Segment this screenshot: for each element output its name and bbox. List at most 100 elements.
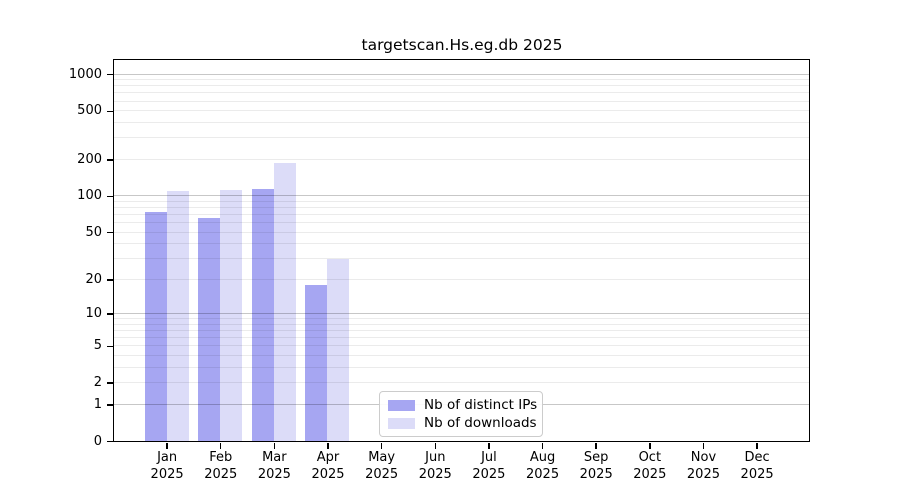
minor-gridline-9 [114, 318, 809, 320]
x-tick-label-dec: Dec 2025 [725, 450, 789, 483]
y-tick-1 [107, 404, 113, 406]
x-label-year: 2025 [311, 466, 345, 482]
x-label-month: Jun [425, 450, 446, 466]
x-tick-label-oct: Oct 2025 [618, 450, 682, 483]
y-tick-label-0: 0 [93, 433, 102, 449]
minor-gridline-6 [114, 337, 809, 339]
y-tick-label-50: 50 [85, 224, 102, 240]
bar-downloads-mar [273, 162, 296, 441]
x-tick-jan [166, 443, 168, 450]
minor-gridline-80 [114, 207, 809, 209]
y-tick-0 [107, 440, 113, 443]
minor-gridline-300 [114, 137, 809, 139]
x-tick-sep [595, 443, 597, 450]
x-label-month: Mar [262, 450, 287, 466]
x-label-year: 2025 [472, 466, 506, 482]
x-tick-label-jul: Jul 2025 [457, 450, 521, 483]
legend-label-distinct-ips: Nb of distinct IPs [424, 397, 538, 413]
minor-gridline-3 [114, 366, 809, 368]
x-tick-label-sep: Sep 2025 [564, 450, 628, 483]
legend-label-downloads: Nb of downloads [424, 415, 537, 431]
y-tick-100 [107, 195, 113, 198]
minor-gridline-60 [114, 222, 809, 224]
x-label-year: 2025 [257, 466, 291, 482]
y-tick-1000 [107, 73, 113, 76]
minor-gridline-20 [114, 278, 809, 280]
legend-swatch-distinct-ips [388, 399, 415, 411]
x-label-month: Jan [157, 450, 178, 466]
x-tick-oct [649, 443, 651, 450]
minor-gridline-600 [114, 100, 809, 102]
x-tick-mar [273, 443, 276, 450]
bar-downloads-feb [220, 190, 243, 441]
x-tick-label-apr: Apr 2025 [296, 450, 360, 483]
x-tick-may [380, 443, 383, 450]
y-tick-200 [107, 159, 113, 161]
minor-gridline-50 [114, 231, 809, 233]
x-tick-label-jun: Jun 2025 [403, 450, 467, 483]
y-tick-label-5: 5 [93, 338, 102, 354]
y-tick-label-20: 20 [85, 271, 102, 287]
x-label-year: 2025 [579, 466, 613, 482]
y-tick-label-1: 1 [93, 396, 102, 412]
minor-gridline-30 [114, 258, 809, 260]
minor-gridline-200 [114, 158, 809, 160]
bar-downloads-apr [327, 258, 350, 441]
x-label-month: Apr [316, 450, 340, 466]
y-tick-label-100: 100 [77, 188, 102, 204]
x-label-year: 2025 [418, 466, 452, 482]
x-label-year: 2025 [740, 466, 774, 482]
major-gridline-1000 [114, 73, 809, 75]
x-tick-label-feb: Feb 2025 [189, 450, 253, 483]
x-tick-jun [434, 443, 437, 450]
x-label-month: May [368, 450, 396, 466]
x-tick-nov [702, 443, 705, 450]
grid-layer [114, 60, 809, 441]
x-label-year: 2025 [526, 466, 560, 482]
x-label-year: 2025 [150, 466, 184, 482]
x-label-month: Dec [744, 450, 770, 466]
y-tick-5 [107, 345, 113, 348]
bar-downloads-jan [166, 191, 189, 441]
x-tick-apr [327, 443, 329, 450]
x-label-month: Sep [583, 450, 609, 466]
bar-distinct-ips-apr [305, 284, 328, 441]
x-tick-label-jan: Jan 2025 [135, 450, 199, 483]
x-tick-jul [488, 443, 490, 450]
minor-gridline-800 [114, 85, 809, 87]
minor-gridline-90 [114, 200, 809, 202]
x-tick-feb [219, 443, 222, 450]
y-tick-50 [107, 231, 113, 234]
x-label-year: 2025 [204, 466, 238, 482]
y-tick-20 [107, 279, 113, 281]
x-label-year: 2025 [365, 466, 399, 482]
bar-distinct-ips-jan [144, 212, 167, 441]
major-gridline-10 [114, 313, 809, 315]
legend-row-downloads: Nb of downloads [388, 415, 537, 431]
x-tick-label-nov: Nov 2025 [671, 450, 735, 483]
legend-swatch-downloads [388, 417, 415, 429]
plot-area: Nb of distinct IPs Nb of downloads [113, 59, 810, 442]
y-tick-2 [107, 382, 113, 384]
minor-gridline-40 [114, 243, 809, 245]
x-tick-label-may: May 2025 [350, 450, 414, 483]
minor-gridline-900 [114, 79, 809, 81]
x-label-month: Feb [209, 450, 233, 466]
x-label-year: 2025 [686, 466, 720, 482]
y-tick-label-1000: 1000 [68, 66, 102, 82]
x-tick-label-aug: Aug 2025 [511, 450, 575, 483]
x-label-month: Aug [529, 450, 556, 466]
y-tick-label-10: 10 [85, 306, 102, 322]
bar-distinct-ips-mar [251, 188, 274, 441]
x-tick-dec [756, 443, 758, 450]
bar-layer [114, 60, 809, 441]
minor-gridline-700 [114, 92, 809, 94]
minor-gridline-2 [114, 382, 809, 384]
minor-gridline-400 [114, 122, 809, 124]
minor-gridline-500 [114, 110, 809, 112]
x-label-year: 2025 [633, 466, 667, 482]
minor-gridline-70 [114, 214, 809, 216]
minor-gridline-8 [114, 323, 809, 325]
y-tick-label-200: 200 [77, 151, 102, 167]
